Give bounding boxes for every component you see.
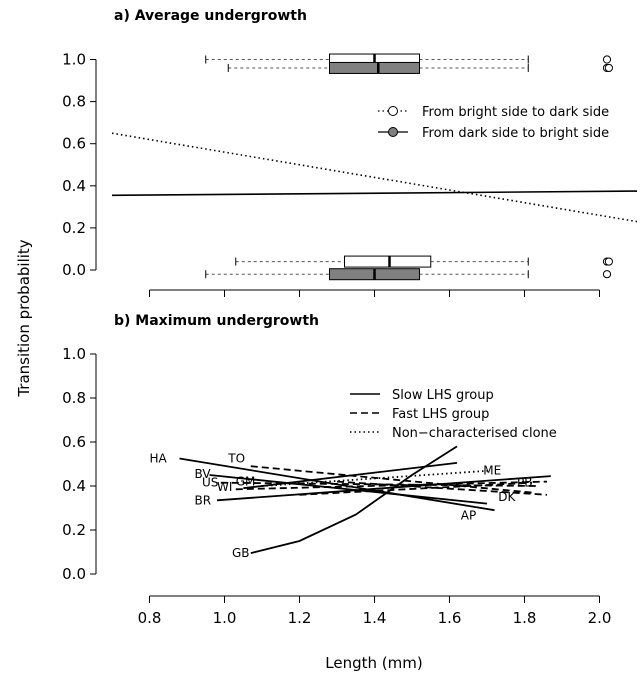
series-line-br — [216, 475, 551, 502]
boxplot — [235, 255, 613, 268]
boxplot-box — [344, 255, 432, 268]
panel-b: b) Maximum undergrowth 0.0 0.2 0.4 0.6 0.8 1.0… — [62, 313, 611, 627]
y-tick-label: 0.0 — [62, 261, 86, 279]
y-tick-label: 0.0 — [62, 565, 86, 583]
y-tick-label: 0.2 — [62, 521, 86, 539]
legend-label: Non−characterised clone — [392, 426, 557, 441]
clone-label: AP — [461, 509, 476, 523]
y-tick-label: 1.0 — [62, 51, 86, 69]
boxplot — [227, 61, 613, 74]
boxplot-box — [329, 61, 420, 74]
series-line-from-bright-side-to-dark-side — [112, 132, 637, 223]
y-tick-label: 0.4 — [62, 477, 86, 495]
clone-label: WI — [217, 480, 232, 494]
clone-label: PB — [517, 476, 532, 490]
legend-label: Slow LHS group — [392, 388, 494, 403]
legend-label: Fast LHS group — [392, 407, 489, 422]
legend-marker — [388, 127, 398, 137]
x-tick-label: 0.8 — [138, 609, 162, 627]
panel-title: a) Average undergrowth — [114, 8, 307, 24]
clone-label: BR — [195, 493, 212, 507]
x-axis-title: Length (mm) — [325, 654, 422, 672]
clone-label: BV — [195, 467, 212, 481]
series-line-to — [250, 465, 533, 494]
clone-label: GB — [232, 546, 250, 560]
series-line-from-dark-side-to-bright-side — [112, 190, 637, 197]
plot-area — [179, 445, 551, 554]
x-tick-label: 1.4 — [363, 609, 387, 627]
clone-label: GM — [236, 475, 256, 489]
boxplot-outlier — [604, 63, 613, 73]
y-tick-label: 0.4 — [62, 177, 86, 195]
x-tick-label: 2.0 — [588, 609, 612, 627]
clone-label: ME — [483, 464, 501, 478]
clone-label: US — [202, 476, 218, 490]
plot-area — [112, 132, 637, 223]
y-tick-label: 0.8 — [62, 93, 86, 111]
boxplot-outlier — [602, 55, 612, 64]
series-line-wi — [235, 480, 548, 491]
x-tick-label: 1.6 — [438, 609, 462, 627]
series-line-dk — [336, 480, 548, 496]
legend-marker — [388, 106, 398, 116]
legend: Slow LHS group Fast LHS group Non−characte… — [350, 388, 557, 441]
series-line-us — [220, 481, 536, 487]
legend-label: From bright side to dark side — [422, 105, 609, 120]
x-tick-label: 1.0 — [213, 609, 237, 627]
boxplot — [205, 268, 612, 281]
panel-a: a) Average undergrowth 0.0 0.2 0.4 0.6 0.8 1.0… — [62, 8, 637, 297]
y-tick-label: 0.6 — [62, 135, 86, 153]
clone-label: HA — [150, 452, 168, 466]
y-axis-title: Transition probability — [15, 239, 33, 397]
y-tick-label: 0.6 — [62, 433, 86, 451]
boxplot-outlier — [602, 270, 612, 279]
series-line-bv — [209, 474, 488, 505]
series-line-gb — [250, 445, 458, 554]
y-tick-label: 0.2 — [62, 219, 86, 237]
boxplot — [205, 53, 612, 66]
panel-title: b) Maximum undergrowth — [114, 313, 319, 329]
y-tick-label: 1.0 — [62, 345, 86, 363]
boxplot-outlier — [604, 257, 613, 266]
series-line-pb — [299, 481, 533, 496]
x-tick-label: 1.2 — [288, 609, 312, 627]
clone-label: TO — [227, 452, 245, 466]
clone-label: DK — [498, 490, 516, 504]
x-tick-label: 1.8 — [513, 609, 537, 627]
y-tick-label: 0.8 — [62, 389, 86, 407]
legend: From bright side to dark side From dark s… — [378, 105, 609, 141]
legend-label: From dark side to bright side — [422, 126, 609, 141]
